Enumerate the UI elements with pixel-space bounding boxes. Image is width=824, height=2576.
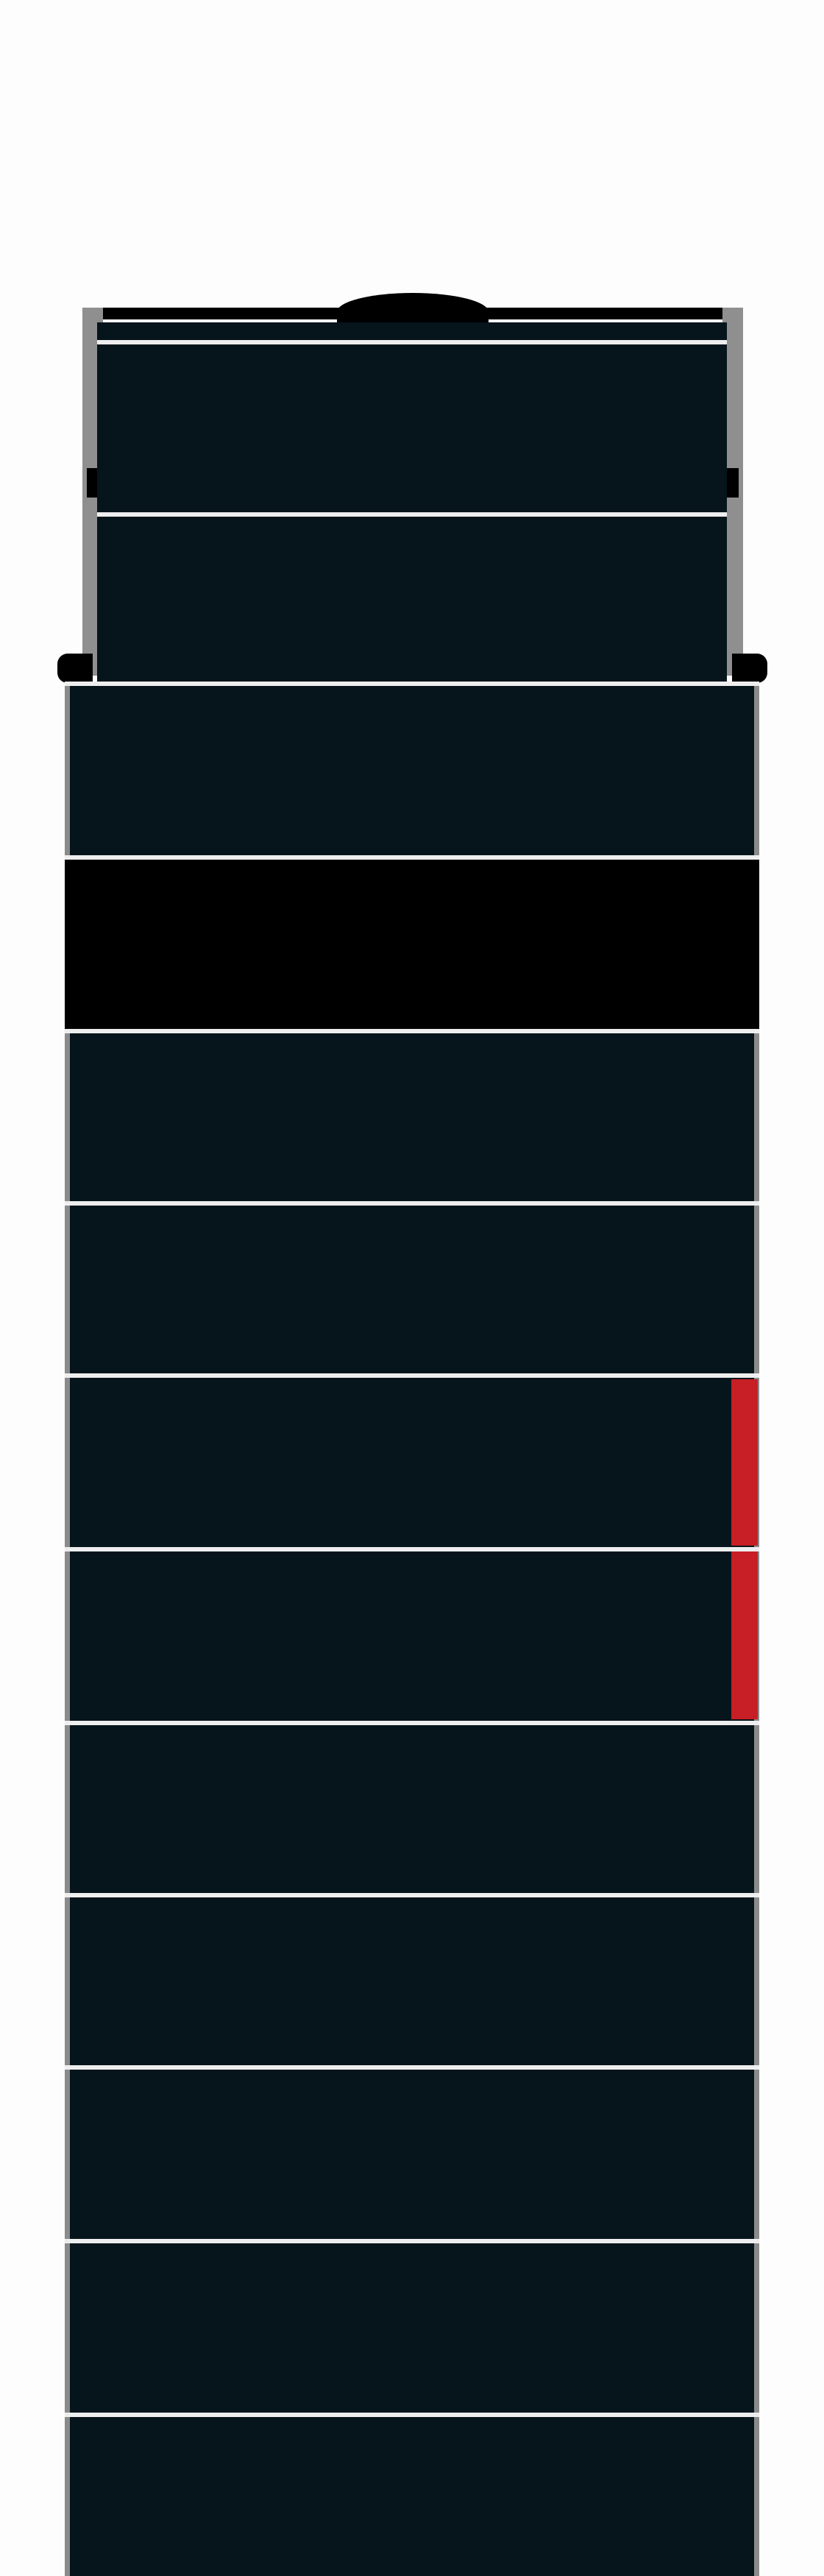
upper-left-post — [82, 308, 103, 676]
floor-divider — [65, 2413, 759, 2417]
right-shoulder — [732, 654, 767, 683]
tower-cap-bar — [82, 308, 743, 319]
floor-divider — [65, 1721, 759, 1725]
floor-divider — [65, 1029, 759, 1033]
floor-divider — [65, 1373, 759, 1378]
floor-divider — [65, 1893, 759, 1897]
dark-floor-band — [65, 857, 759, 1030]
upper-tower-section — [97, 322, 727, 682]
floor-divider — [65, 2065, 759, 2070]
floor-divider — [97, 340, 727, 344]
floor-divider — [97, 512, 727, 517]
floor-divider — [65, 1547, 759, 1551]
floor-divider — [65, 682, 759, 686]
floor-divider — [65, 2239, 759, 2243]
upper-right-post — [722, 308, 743, 676]
left-shoulder — [57, 654, 93, 683]
main-tower-section — [65, 683, 759, 2576]
upper-right-notch — [721, 468, 739, 498]
tower-cap-dome — [337, 293, 489, 331]
floor-divider — [65, 855, 759, 860]
red-status-marker — [731, 1551, 758, 1719]
red-status-marker — [731, 1379, 758, 1546]
upper-left-notch — [87, 468, 104, 498]
floor-divider — [65, 1201, 759, 1206]
